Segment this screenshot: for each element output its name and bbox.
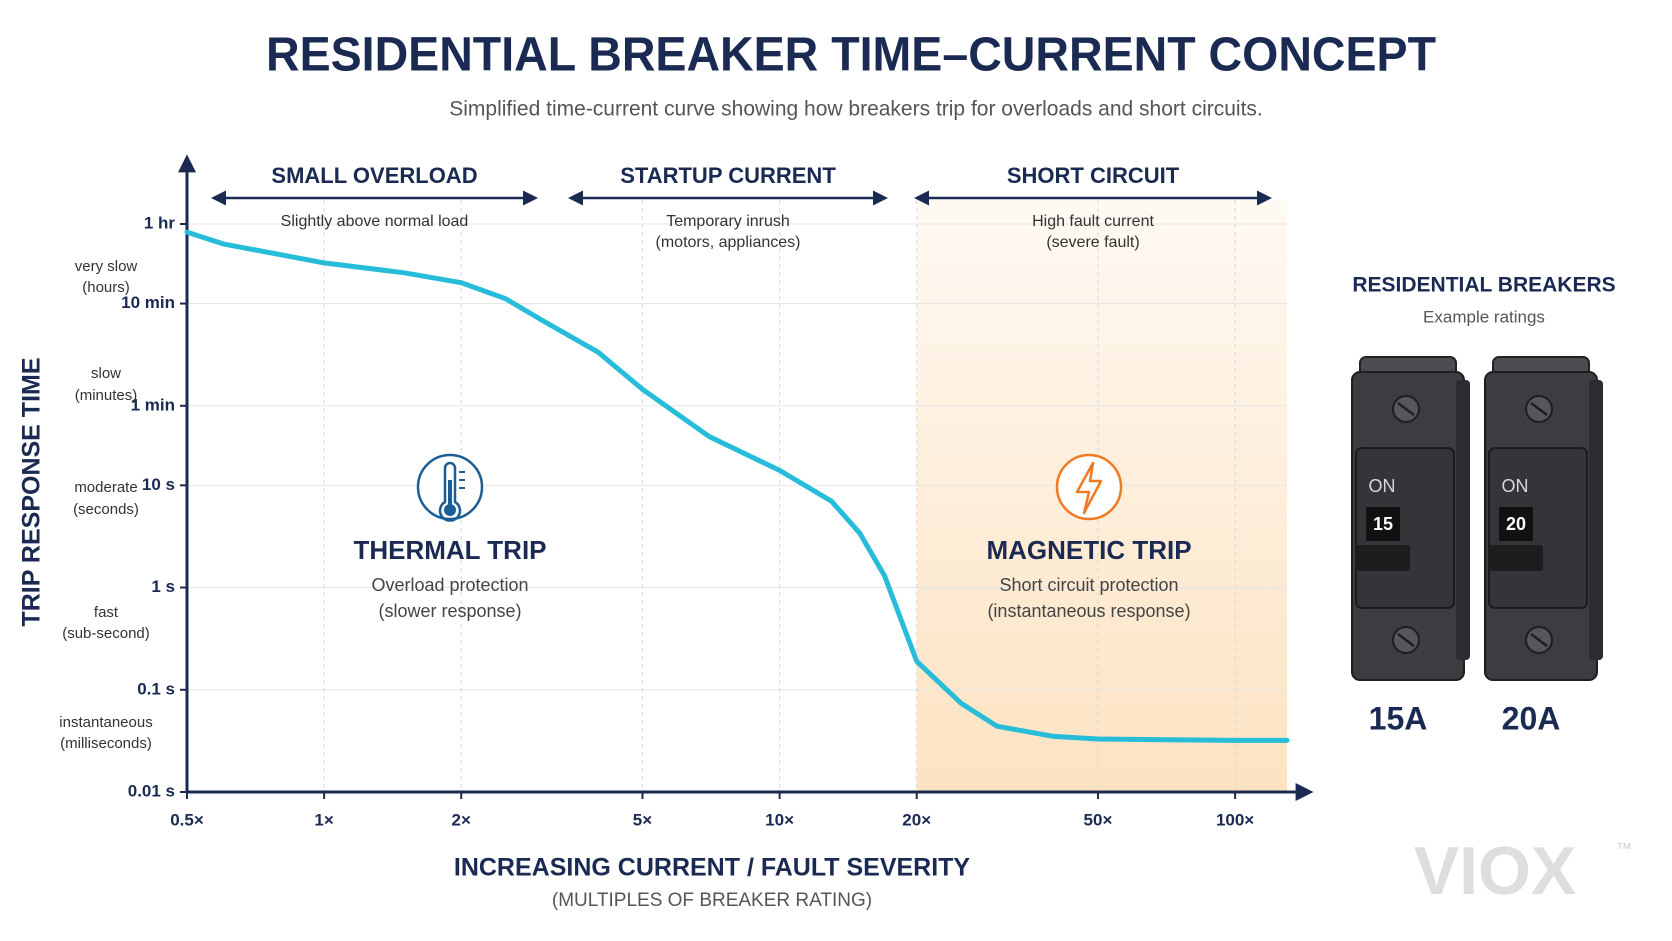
breaker-toggle [1356,545,1410,571]
x-tick-label: 1× [314,810,333,829]
speed-label: (seconds) [73,501,139,518]
y-tick-label: 1 s [151,577,175,596]
breaker-rating: 15 [1373,514,1393,534]
breakers-title: RESIDENTIAL BREAKERS [1352,274,1615,297]
region-note: Temporary inrush [666,213,790,230]
y-tick-label: 1 min [131,395,175,414]
breaker-rating: 20 [1506,514,1526,534]
speed-label: (minutes) [75,387,138,404]
annotation-line: (slower response) [378,601,521,621]
breaker-switch: ON [1502,476,1529,496]
x-axis-label: INCREASING CURRENT / FAULT SEVERITY [454,854,971,882]
breaker-side [1589,380,1603,660]
annotation-icon [416,453,484,522]
x-tick-label: 20× [902,810,931,829]
speed-label: moderate [74,479,137,496]
speed-label: slow [91,365,121,382]
y-tick-label: 0.1 s [137,679,175,698]
breaker-label: 20A [1502,700,1561,736]
region-title: STARTUP CURRENT [620,163,836,188]
thermometer [438,461,462,522]
annotation-icon [1055,453,1123,521]
speed-label: instantaneous [59,714,152,731]
breaker-label: 15A [1369,700,1428,736]
brand-name: VIOX [1414,833,1577,909]
thermometer-bulb [444,504,456,516]
y-tick-label: 0.01 s [128,781,175,800]
y-tick-label: 10 min [121,293,175,312]
screw-slot [1530,402,1548,416]
speed-label: (sub-second) [62,625,150,642]
annotation-line: (instantaneous response) [987,601,1190,621]
x-axis-sublabel: (MULTIPLES OF BREAKER RATING) [552,890,872,911]
region-note: (motors, appliances) [656,234,801,251]
annotation-title: MAGNETIC TRIP [986,535,1191,565]
chart-subtitle: Simplified time-current curve showing ho… [449,98,1263,121]
breaker-toggle [1489,545,1543,571]
x-tick-label: 50× [1084,810,1113,829]
x-tick-label: 10× [765,810,794,829]
chart-title: RESIDENTIAL BREAKER TIME–CURRENT CONCEPT [266,29,1436,82]
x-tick-label: 100× [1216,810,1254,829]
annotation-line: Short circuit protection [999,575,1178,595]
screw-slot [1397,633,1415,647]
speed-label: fast [94,604,119,621]
speed-label: (hours) [82,279,130,296]
breaker-side [1456,380,1470,660]
region-title: SMALL OVERLOAD [271,163,477,188]
region-title: SHORT CIRCUIT [1007,163,1180,188]
annotation-title: THERMAL TRIP [353,535,546,565]
breaker-switch: ON [1369,476,1396,496]
curve [184,229,1290,743]
x-tick-label: 0.5× [170,810,204,829]
screw-slot [1530,633,1548,647]
speed-label: very slow [75,258,138,275]
y-tick-label: 1 hr [144,213,176,232]
rating-box [1499,507,1533,541]
rating-box [1366,507,1400,541]
screw-slot [1397,402,1415,416]
bolt [1075,461,1103,515]
y-axis-label: TRIP RESPONSE TIME [18,357,46,626]
breakers-subtitle: Example ratings [1423,307,1545,326]
brand-mark: ™ [1616,841,1632,858]
speed-label: (milliseconds) [60,735,152,752]
y-tick-label: 10 s [142,475,175,494]
breaker: ON 20 [1484,356,1603,681]
icon-ring [1055,453,1123,521]
breaker: ON 15 [1351,356,1470,681]
region-note: High fault current [1032,213,1154,230]
region-note: (severe fault) [1046,234,1139,251]
region-note: Slightly above normal load [281,213,469,230]
annotation-line: Overload protection [371,575,528,595]
x-tick-label: 5× [633,810,652,829]
x-tick-label: 2× [452,810,471,829]
